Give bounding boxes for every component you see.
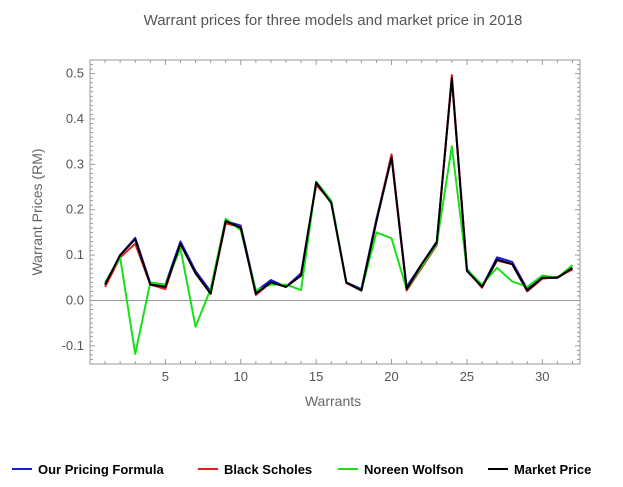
legend: Our Pricing Formula Black Scholes Noreen W… — [12, 462, 591, 477]
legend-label-market-price: Market Price — [514, 462, 591, 477]
chart-title: Warrant prices for three models and mark… — [144, 12, 523, 29]
legend-label-black-scholes: Black Scholes — [224, 462, 312, 477]
y-tick-label: -0.1 — [62, 338, 84, 353]
y-ticks: -0.1 0.0 0.1 0.2 0.3 0.4 0.5 — [62, 64, 580, 360]
x-tick-label: 30 — [535, 369, 549, 384]
x-tick-label: 25 — [460, 369, 474, 384]
plot-frame — [89, 59, 581, 365]
x-ticks: 5 10 15 20 25 30 — [104, 60, 573, 384]
x-axis-label: Warrants — [305, 393, 361, 409]
y-tick-label: 0.0 — [66, 292, 84, 307]
series-line-noreen-wolfson — [104, 145, 574, 356]
x-tick-label: 5 — [162, 369, 169, 384]
y-tick-label: 0.3 — [66, 156, 84, 171]
legend-label-our-pricing-formula: Our Pricing Formula — [38, 462, 164, 477]
y-tick-label: 0.2 — [66, 202, 84, 217]
y-tick-label: 0.4 — [66, 111, 84, 126]
y-axis-label: Warrant Prices (RM) — [29, 148, 45, 275]
x-tick-label: 20 — [384, 369, 398, 384]
x-tick-label: 10 — [234, 369, 248, 384]
y-tick-label: 0.1 — [66, 247, 84, 262]
x-tick-label: 15 — [309, 369, 323, 384]
y-tick-label: 0.5 — [66, 66, 84, 81]
series-line-market-price — [104, 77, 574, 295]
series-lines — [104, 73, 574, 356]
legend-label-noreen-wolfson: Noreen Wolfson — [364, 462, 463, 477]
